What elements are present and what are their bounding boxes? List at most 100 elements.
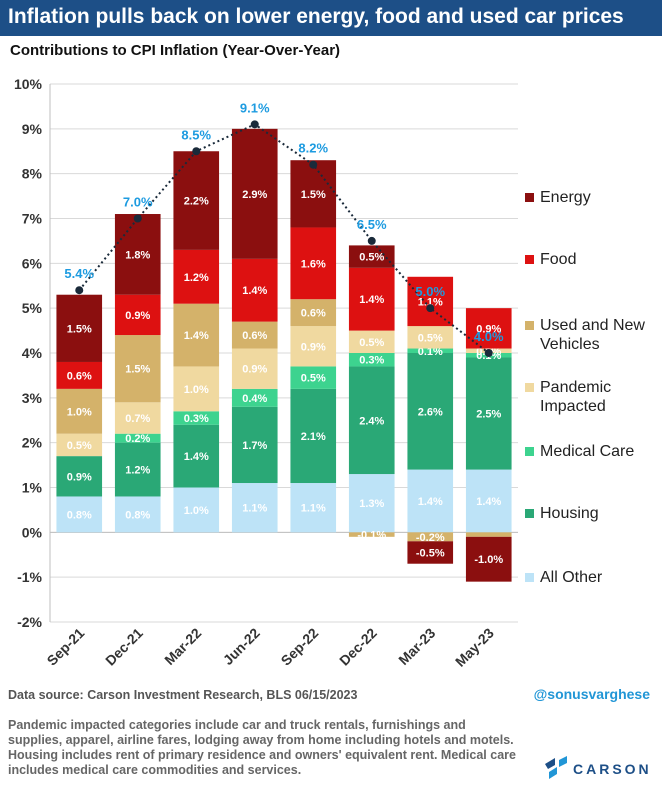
bar-segment [114, 294, 161, 336]
bar-segment [114, 496, 161, 533]
bar-segment [114, 442, 161, 497]
y-tick-label: 6% [22, 255, 43, 271]
bar-segment [407, 469, 454, 533]
legend-label: Medical Care [540, 443, 635, 460]
legend-swatch [525, 255, 534, 264]
x-tick-label: Dec-21 [102, 625, 146, 669]
bar-data-label: 1.8% [125, 249, 150, 261]
carson-logo: CARSON [545, 756, 652, 782]
legend-label: Energy [540, 189, 591, 206]
legend-item: Energy [525, 188, 660, 207]
bar-segment [290, 326, 337, 367]
bar-segment [348, 474, 395, 533]
y-tick-label: -2% [17, 614, 42, 630]
legend-item: Food [525, 250, 660, 269]
legend-item: All Other [525, 568, 660, 587]
carson-logo-text: CARSON [573, 761, 652, 777]
bar-segment [114, 433, 161, 443]
bar-data-label: 1.5% [301, 189, 326, 201]
bar-data-label: 0.5% [359, 252, 384, 264]
total-cpi-point [192, 147, 201, 156]
bar-data-label: 0.9% [476, 323, 501, 335]
bar-data-label: 1.1% [242, 503, 267, 515]
bar-segment [290, 160, 337, 228]
bar-segment [348, 267, 395, 331]
total-cpi-label: 4.0% [474, 329, 504, 344]
bar-data-label: 1.4% [418, 496, 443, 508]
bar-data-label: 1.4% [359, 294, 384, 306]
chart-title: Inflation pulls back on lower energy, fo… [8, 5, 624, 28]
x-tick-label: Mar-23 [395, 625, 438, 668]
bar-data-label: 1.0% [184, 505, 209, 517]
bar-data-label: 0.8% [67, 509, 92, 521]
bar-segment [173, 303, 220, 367]
y-tick-label: 1% [22, 480, 43, 496]
bar-segment [173, 151, 220, 250]
bar-segment [56, 456, 103, 497]
bar-data-label: -1.0% [474, 554, 503, 566]
bar-data-label: 1.1% [418, 296, 443, 308]
bar-data-label: 2.1% [301, 431, 326, 443]
bar-data-label: 1.4% [184, 330, 209, 342]
bar-segment [465, 532, 512, 537]
bar-segment [407, 276, 454, 327]
bar-data-label: 1.0% [184, 384, 209, 396]
y-tick-label: 0% [22, 524, 43, 540]
legend-swatch [525, 383, 534, 392]
x-tick-label: Sep-22 [278, 625, 322, 669]
bar-data-label: 0.4% [242, 393, 267, 405]
total-cpi-point [367, 236, 376, 245]
bar-segment [56, 388, 103, 434]
bar-segment [231, 321, 278, 349]
bar-data-label: 2.9% [242, 189, 267, 201]
legend-item: Used and New Vehicles [525, 316, 660, 354]
bar-data-label: 0.6% [67, 370, 92, 382]
total-cpi-label: 8.5% [181, 127, 211, 142]
bar-data-label: 0.1% [418, 346, 443, 358]
bar-data-label: 0.9% [67, 471, 92, 483]
bar-segment [56, 433, 103, 457]
bar-segment [231, 388, 278, 407]
bar-data-label: 2.6% [418, 406, 443, 418]
bar-data-label: 0.9% [301, 341, 326, 353]
bar-data-label: 0.9% [242, 364, 267, 376]
bar-data-label: 0.3% [184, 413, 209, 425]
bar-segment [56, 294, 103, 362]
total-cpi-point [426, 304, 435, 313]
legend-item: Housing [525, 504, 660, 523]
bar-data-label: 0.5% [67, 440, 92, 452]
bar-data-label: 2.2% [184, 196, 209, 208]
total-cpi-point [75, 286, 84, 295]
bar-segment [173, 411, 220, 425]
legend-label: All Other [540, 569, 603, 586]
bar-segment [348, 532, 395, 537]
x-tick-label: Sep-21 [44, 625, 88, 669]
bar-segment [56, 496, 103, 533]
bar-data-label: 0.8% [125, 509, 150, 521]
bar-data-label: 1.5% [67, 323, 92, 335]
bar-data-label: 2.5% [476, 409, 501, 421]
bar-segment [173, 249, 220, 304]
bar-segment [407, 353, 454, 470]
y-tick-label: 10% [14, 76, 43, 92]
total-cpi-point [484, 349, 493, 357]
total-cpi-label: 5.4% [64, 266, 94, 281]
bar-data-label: 0.5% [359, 337, 384, 349]
legend-label: Housing [540, 505, 599, 522]
bar-segment [465, 469, 512, 533]
bar-data-label: 1.3% [359, 498, 384, 510]
bar-segment [348, 366, 395, 475]
total-cpi-label: 8.2% [298, 141, 328, 156]
bar-data-label: 1.2% [184, 272, 209, 284]
bar-segment [407, 326, 454, 349]
bar-segment [56, 361, 103, 389]
bar-segment [173, 424, 220, 488]
bar-segment [465, 308, 512, 349]
bar-data-label: -0.5% [416, 548, 445, 560]
y-tick-label: 9% [22, 121, 43, 137]
title-banner: Inflation pulls back on lower energy, fo… [0, 0, 662, 36]
legend-label: Food [540, 251, 577, 268]
bar-data-label: -0.2% [416, 532, 445, 544]
legend-item: Pandemic Impacted [525, 378, 660, 416]
y-tick-label: 4% [22, 345, 43, 361]
